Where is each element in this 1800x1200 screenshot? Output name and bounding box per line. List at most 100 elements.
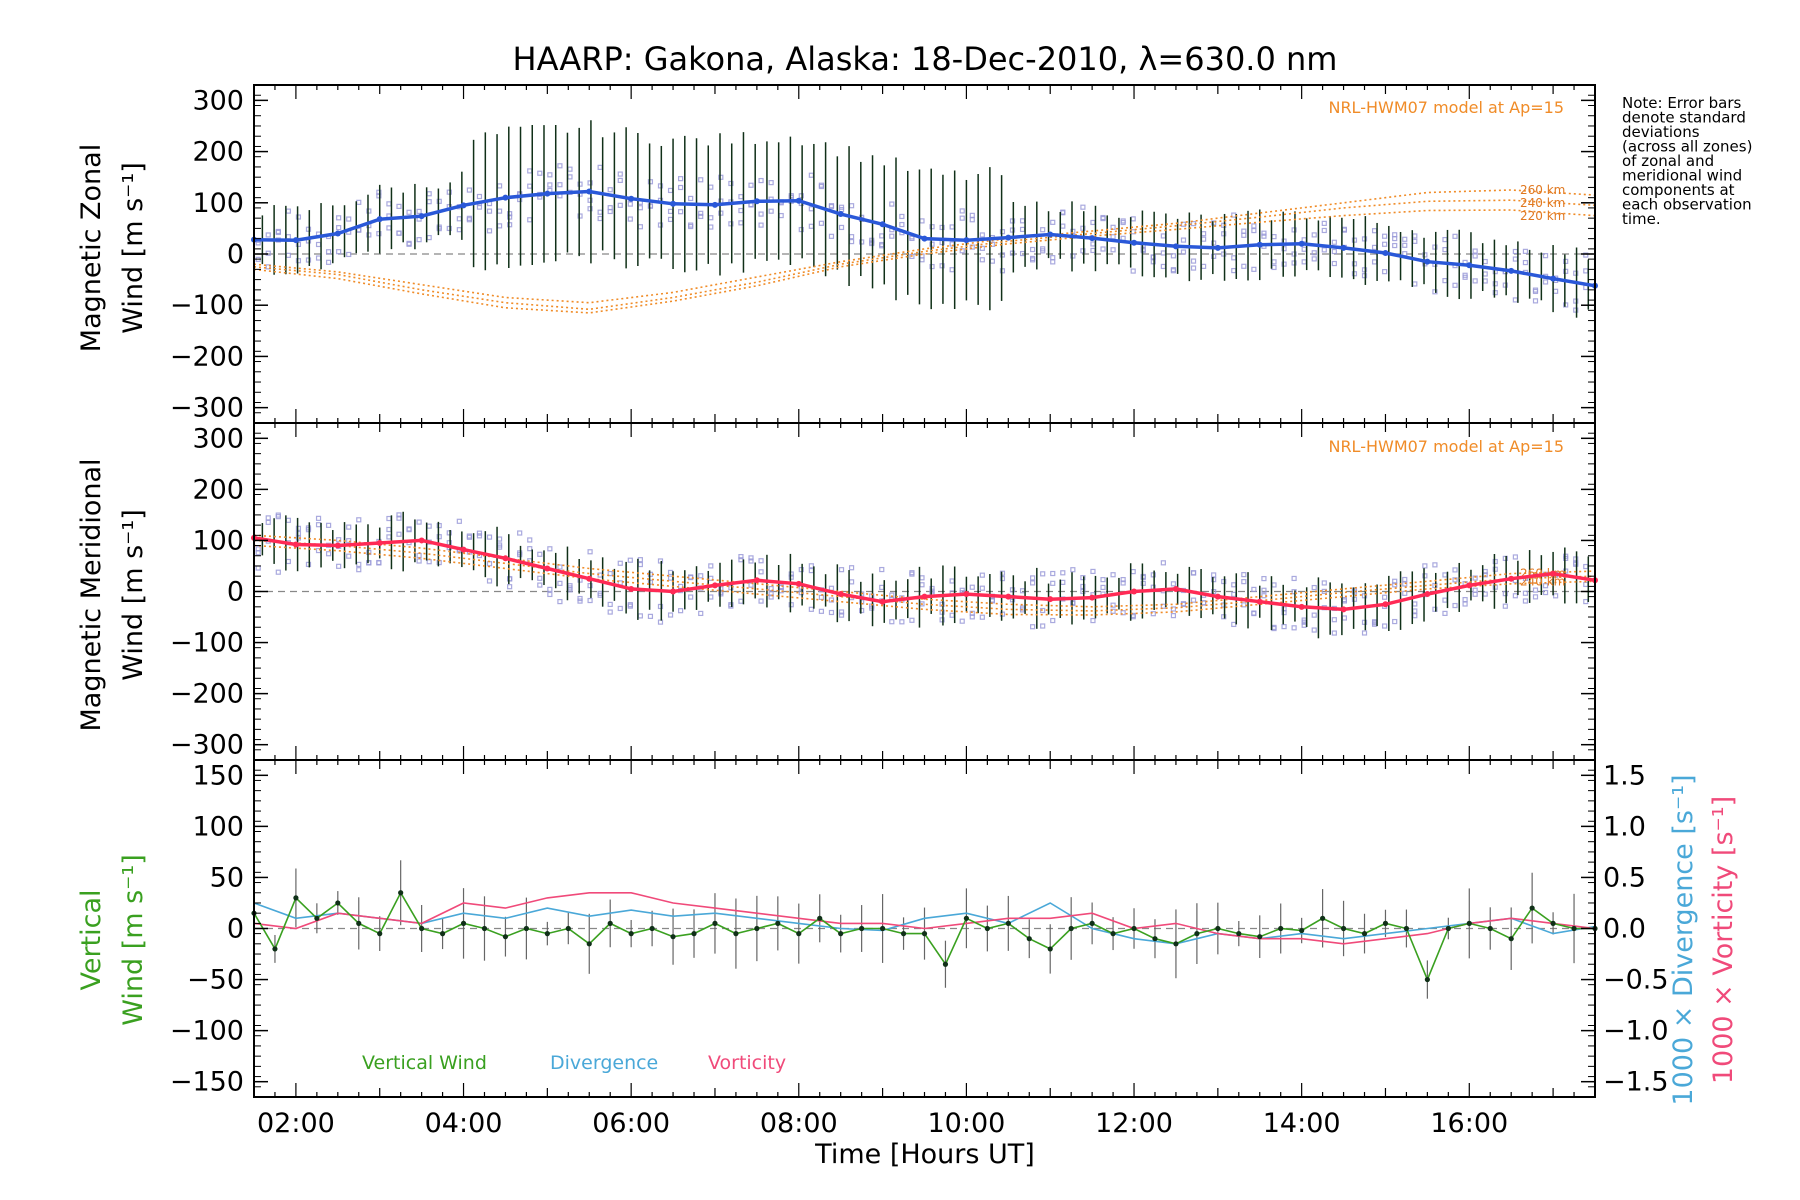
zone-point	[275, 569, 281, 575]
vertical-wind-point	[796, 931, 802, 937]
vertical-wind-point	[879, 925, 886, 932]
zone-point	[698, 177, 704, 183]
zone-point	[1070, 253, 1076, 259]
zone-point	[667, 612, 674, 618]
zone-point	[818, 220, 825, 226]
zone-point	[1311, 232, 1317, 238]
y-tick-label: −100	[170, 1016, 244, 1047]
zone-point	[496, 208, 503, 214]
zone-point	[808, 606, 814, 612]
zone-point	[265, 515, 271, 521]
y2-tick-label: −0.5	[1603, 965, 1669, 996]
zone-point	[607, 609, 613, 615]
zone-point	[496, 183, 503, 189]
zone-point	[949, 578, 955, 584]
zone-point	[728, 221, 734, 227]
zone-point	[1462, 596, 1468, 603]
zone-point	[708, 563, 714, 569]
zone-point	[838, 224, 845, 231]
zone-point	[275, 514, 281, 520]
zone-point	[1351, 271, 1358, 277]
x-tick-label: 14:00	[1263, 1108, 1341, 1139]
zone-point	[667, 208, 674, 214]
mean-point	[1340, 244, 1347, 251]
zone-point	[848, 238, 855, 245]
note-line: of zonal and	[1622, 152, 1714, 170]
zone-point	[698, 610, 704, 617]
zone-point	[396, 230, 402, 236]
zone-point	[808, 223, 814, 229]
zone-point	[356, 561, 362, 567]
zone-point	[486, 578, 493, 584]
zone-point	[1030, 246, 1036, 253]
zone-point	[255, 550, 261, 556]
zone-point	[1532, 288, 1539, 295]
zone-point	[366, 549, 372, 556]
zone-point	[1271, 259, 1277, 265]
zone-point	[1382, 233, 1388, 239]
zone-point	[979, 585, 985, 591]
zone-point	[1221, 602, 1227, 608]
mean-point	[1382, 249, 1389, 256]
zone-point	[637, 557, 643, 563]
zone-point	[1251, 586, 1257, 592]
zone-point	[1452, 567, 1458, 573]
zone-point	[1412, 238, 1418, 244]
zone-point	[1221, 614, 1227, 620]
zone-point	[265, 519, 271, 525]
mean-point	[837, 591, 844, 598]
vertical-wind-point	[1529, 905, 1535, 911]
zone-point	[1542, 279, 1549, 285]
zone-point	[1130, 569, 1136, 575]
zone-point	[688, 594, 694, 600]
vertical-wind-point	[419, 925, 425, 932]
zone-point	[1512, 593, 1518, 599]
mean-point	[795, 580, 802, 587]
zone-point	[899, 619, 905, 625]
zone-point	[486, 208, 493, 214]
zone-point	[798, 193, 804, 199]
zone-point	[517, 550, 523, 556]
note-line: meridional wind	[1622, 167, 1742, 185]
zone-point	[547, 586, 553, 592]
zone-point	[416, 237, 422, 243]
x-tick-label: 04:00	[425, 1108, 503, 1139]
zone-point	[1211, 577, 1217, 583]
zone-point	[1542, 589, 1549, 596]
zone-point	[1583, 581, 1589, 588]
zone-point	[1573, 298, 1579, 304]
zone-point	[1090, 617, 1096, 624]
zone-point	[1140, 580, 1146, 586]
vertical-wind-point	[1508, 936, 1514, 942]
mean-point	[586, 188, 593, 195]
zone-point	[798, 226, 804, 233]
zone-point	[828, 203, 835, 209]
zone-point	[1170, 268, 1177, 274]
zone-point	[1331, 260, 1337, 267]
zone-point	[1392, 242, 1398, 249]
zone-point	[1120, 610, 1126, 616]
zone-point	[426, 199, 432, 205]
zone-point	[979, 245, 985, 251]
zone-point	[1583, 563, 1589, 570]
zone-point	[416, 208, 422, 215]
vertical-wind-point	[1571, 925, 1577, 932]
zone-point	[396, 515, 402, 521]
zone-point	[828, 585, 835, 591]
zone-point	[557, 564, 563, 570]
zone-point	[889, 201, 895, 207]
zone-point	[285, 558, 291, 565]
vertical-wind-point	[838, 931, 844, 937]
zone-point	[859, 591, 865, 597]
zone-point	[1190, 258, 1197, 264]
zone-point	[1140, 573, 1146, 580]
zone-point	[1070, 567, 1076, 573]
zone-point	[325, 259, 332, 265]
zone-point	[1331, 617, 1337, 623]
vertical-wind-point	[984, 925, 990, 932]
zone-point	[456, 216, 462, 222]
altitude-label: 260 km	[1520, 183, 1565, 197]
zone-point	[305, 561, 312, 568]
zone-point	[305, 226, 312, 232]
zone-point	[336, 249, 342, 255]
